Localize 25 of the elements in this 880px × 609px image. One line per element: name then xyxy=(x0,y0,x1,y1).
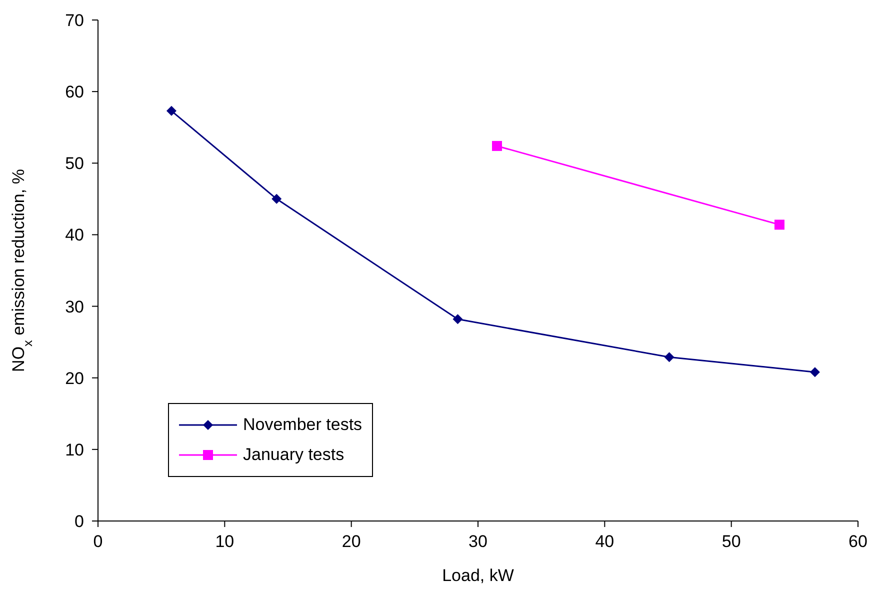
y-tick-label: 60 xyxy=(65,82,84,102)
y-tick-label: 10 xyxy=(65,440,84,460)
y-tick-label: 40 xyxy=(65,226,84,245)
x-tick-label: 20 xyxy=(342,532,361,552)
x-tick-label: 0 xyxy=(93,532,103,552)
point xyxy=(166,106,176,116)
y-tick-label: 20 xyxy=(65,368,84,388)
y-tick-label: 70 xyxy=(65,11,84,30)
y-tick-label: 50 xyxy=(65,154,84,174)
x-tick-label: 60 xyxy=(848,532,868,552)
x-tick-label: 10 xyxy=(215,532,234,552)
x-tick-label: 50 xyxy=(722,532,741,552)
point xyxy=(774,220,784,230)
point xyxy=(664,352,674,362)
x-axis-title: Load, kW xyxy=(442,566,514,585)
point xyxy=(492,140,502,151)
point xyxy=(452,314,463,324)
legend-label: November tests xyxy=(243,415,362,435)
point xyxy=(810,367,820,378)
x-tick-label: 40 xyxy=(595,532,614,552)
x-tick-label: 30 xyxy=(468,532,488,552)
point xyxy=(272,194,282,204)
y-tick-label: 30 xyxy=(65,297,84,316)
y-tick-label: 0 xyxy=(74,512,84,532)
legend-label: January tests xyxy=(243,445,344,465)
